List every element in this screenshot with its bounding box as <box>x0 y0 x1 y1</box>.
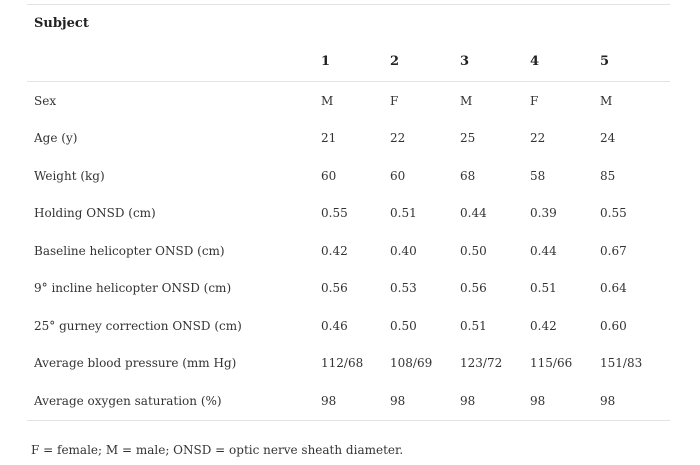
table-cell: F <box>390 93 399 108</box>
table-cell: 60 <box>321 168 337 183</box>
table-row-gurney-onsd: 25° gurney correction ONSD (cm) 0.46 0.5… <box>27 307 670 345</box>
table-cell: 0.56 <box>321 281 348 296</box>
table-cell: 0.64 <box>600 281 627 296</box>
table-cell: 0.53 <box>390 281 417 296</box>
row-label: 9° incline helicopter ONSD (cm) <box>34 281 232 296</box>
table-row-oxygen-saturation: Average oxygen saturation (%) 98 98 98 9… <box>27 382 671 421</box>
table-cell: 151/83 <box>600 356 643 371</box>
table-cell: 0.40 <box>390 243 417 258</box>
table-cell: 68 <box>460 168 476 183</box>
table-cell: 0.42 <box>530 318 557 333</box>
row-label: Holding ONSD (cm) <box>34 206 156 221</box>
table-cell: 0.44 <box>530 243 557 258</box>
subject-number-5: 5 <box>600 41 671 82</box>
subject-table: Subject 1 2 3 4 5 Sex M F M F M Age (y) … <box>27 4 671 421</box>
table-cell: 0.39 <box>530 206 557 221</box>
table-cell: M <box>460 93 473 108</box>
table-cell: 98 <box>600 382 671 421</box>
table-cell: 0.51 <box>390 206 417 221</box>
subject-number-row: 1 2 3 4 5 <box>27 41 671 82</box>
row-label: Sex <box>34 93 57 108</box>
table-cell: 98 <box>390 382 460 421</box>
table-cell: 0.55 <box>600 206 627 221</box>
subject-number-2: 2 <box>390 41 460 82</box>
row-label: Baseline helicopter ONSD (cm) <box>34 243 225 258</box>
table-row-holding-onsd: Holding ONSD (cm) 0.55 0.51 0.44 0.39 0.… <box>27 195 670 233</box>
table-cell: M <box>600 93 613 108</box>
table-cell: 0.46 <box>321 318 348 333</box>
table-cell: 0.51 <box>530 281 557 296</box>
subject-number-3: 3 <box>460 41 530 82</box>
table-cell: 85 <box>600 168 616 183</box>
subject-number-1: 1 <box>321 41 390 82</box>
empty-header-cell <box>27 41 321 82</box>
table-cell: 24 <box>600 131 616 146</box>
table-cell: 0.51 <box>460 318 487 333</box>
row-label: Average oxygen saturation (%) <box>27 382 321 421</box>
row-label: Age (y) <box>34 131 78 146</box>
table-cell: 0.55 <box>321 206 348 221</box>
table-cell: 98 <box>321 382 390 421</box>
table-cell: 123/72 <box>460 356 503 371</box>
row-label: 25° gurney correction ONSD (cm) <box>34 318 242 333</box>
table-cell: 0.42 <box>321 243 348 258</box>
table-row-sex: Sex M F M F M <box>27 82 670 120</box>
table-cell: 108/69 <box>390 356 433 371</box>
table-cell: 58 <box>530 168 546 183</box>
table-cell: 98 <box>460 382 530 421</box>
table-row-weight: Weight (kg) 60 60 68 58 85 <box>27 157 670 195</box>
table-cell: 25 <box>460 131 476 146</box>
table-row-incline-onsd: 9° incline helicopter ONSD (cm) 0.56 0.5… <box>27 270 670 308</box>
row-label: Average blood pressure (mm Hg) <box>34 356 237 371</box>
row-label: Weight (kg) <box>34 168 105 183</box>
table-cell: F <box>530 93 539 108</box>
table-cell: 98 <box>530 382 600 421</box>
table-cell: 0.50 <box>460 243 487 258</box>
table-cell: M <box>321 93 334 108</box>
table-cell: 115/66 <box>530 356 573 371</box>
table-cell: 21 <box>321 131 337 146</box>
table-row-age: Age (y) 21 22 25 22 24 <box>27 120 670 158</box>
table-cell: 0.50 <box>390 318 417 333</box>
subject-header-row: Subject <box>27 4 671 41</box>
table-cell: 22 <box>530 131 546 146</box>
table-footnote: F = female; M = male; ONSD = optic nerve… <box>31 443 404 457</box>
table-cell: 0.67 <box>600 243 627 258</box>
table-row-blood-pressure: Average blood pressure (mm Hg) 112/68 10… <box>27 345 670 383</box>
table-cell: 22 <box>390 131 406 146</box>
table-row-baseline-onsd: Baseline helicopter ONSD (cm) 0.42 0.40 … <box>27 232 670 270</box>
subject-number-4: 4 <box>530 41 600 82</box>
table-cell: 60 <box>390 168 406 183</box>
subject-table-container: Subject 1 2 3 4 5 Sex M F M F M Age (y) … <box>27 4 671 421</box>
table-cell: 112/68 <box>321 356 364 371</box>
table-cell: 0.44 <box>460 206 487 221</box>
table-cell: 0.56 <box>460 281 487 296</box>
table-cell: 0.60 <box>600 318 627 333</box>
subject-heading: Subject <box>27 4 671 41</box>
